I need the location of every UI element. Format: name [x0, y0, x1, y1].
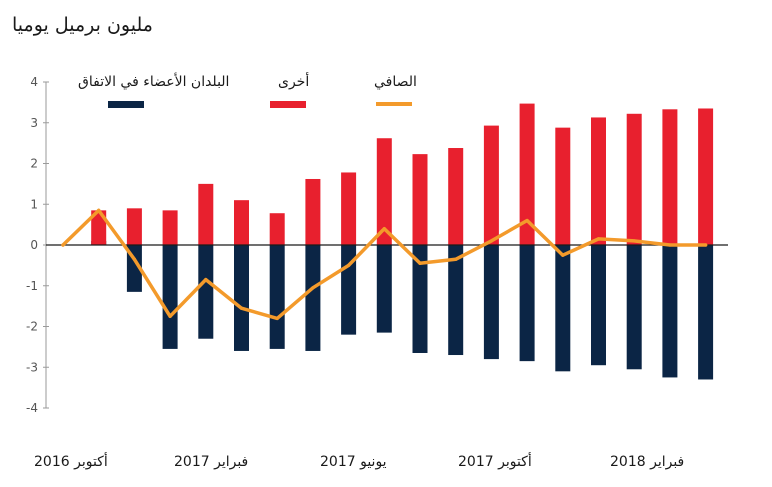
- members-bar: [483, 245, 499, 360]
- members-bar: [234, 245, 249, 351]
- net-point: [97, 208, 101, 212]
- others-bar: [269, 213, 285, 245]
- net-point: [704, 243, 708, 247]
- others-bar: [412, 154, 428, 245]
- chart-title: مليون برميل يوميا: [12, 14, 153, 36]
- legend-swatch-net: [376, 102, 412, 106]
- x-label-feb-2018: فبراير 2018: [610, 454, 685, 470]
- net-point: [561, 253, 565, 257]
- y-tick-label: -1: [26, 279, 38, 293]
- members-bar: [698, 245, 714, 380]
- members-bar: [448, 245, 464, 356]
- y-tick-label: -4: [26, 401, 38, 415]
- net-point: [347, 263, 351, 267]
- x-label-feb-2017: فبراير 2017: [174, 454, 249, 470]
- members-bar: [519, 245, 535, 362]
- net-point: [204, 278, 208, 282]
- members-bar: [626, 245, 642, 370]
- others-bar: [662, 109, 678, 246]
- members-bar: [376, 245, 392, 333]
- y-tick-label: 0: [30, 238, 38, 252]
- others-bar: [198, 183, 214, 245]
- net-point: [525, 218, 529, 223]
- x-label-oct-2016: أكتوبر 2016: [34, 454, 108, 470]
- members-bar: [269, 245, 285, 349]
- others-bar: [591, 117, 606, 245]
- members-series: [91, 240, 714, 380]
- members-bar: [305, 245, 321, 351]
- net-point: [239, 306, 244, 310]
- members-bar: [591, 245, 606, 366]
- others-bar: [555, 127, 571, 245]
- net-point: [132, 257, 136, 261]
- others-bar: [91, 210, 107, 245]
- y-tick-label: 2: [30, 157, 38, 171]
- legend-label-net: الصافي: [374, 74, 417, 90]
- net-point: [382, 227, 386, 231]
- members-bar: [662, 245, 678, 378]
- net-point: [61, 243, 65, 247]
- others-bar: [698, 108, 714, 245]
- net-series: [61, 208, 708, 321]
- legend-swatch-others: [270, 101, 306, 108]
- net-point: [489, 239, 493, 243]
- members-bar: [555, 245, 571, 372]
- others-bar: [341, 172, 357, 245]
- others-bar: [448, 148, 464, 245]
- legend-label-members: البلدان الأعضاء في الاتفاق: [78, 74, 230, 90]
- others-bar: [234, 200, 249, 245]
- x-label-oct-2017: أكتوبر 2017: [458, 454, 532, 470]
- others-bar: [162, 210, 178, 245]
- net-point: [632, 239, 636, 243]
- net-point: [596, 237, 601, 241]
- x-label-jun-2017: يونيو 2017: [320, 454, 387, 470]
- y-tick-label: -3: [26, 360, 38, 374]
- others-series: [91, 103, 714, 246]
- members-bar: [198, 245, 214, 339]
- others-bar: [376, 138, 392, 245]
- others-bar: [305, 178, 321, 245]
- legend-label-others: أخرى: [278, 74, 310, 90]
- legend-swatch-members: [108, 101, 144, 108]
- y-tick-label: 4: [30, 75, 38, 89]
- net-point: [454, 257, 458, 261]
- net-point: [668, 243, 672, 247]
- net-point: [311, 286, 315, 290]
- net-point: [418, 261, 422, 265]
- y-axis: 4 3 2 1 0 -1 -2 -3 -4: [26, 75, 49, 415]
- net-point: [275, 316, 279, 320]
- others-bar: [126, 208, 142, 245]
- members-bar: [162, 245, 178, 349]
- others-bar: [519, 103, 535, 245]
- net-point: [168, 314, 172, 318]
- y-tick-label: 1: [30, 197, 38, 211]
- y-tick-label: 3: [30, 116, 38, 130]
- others-bar: [626, 113, 642, 245]
- members-bar: [412, 245, 428, 353]
- y-tick-label: -2: [26, 320, 38, 334]
- others-bar: [483, 125, 499, 245]
